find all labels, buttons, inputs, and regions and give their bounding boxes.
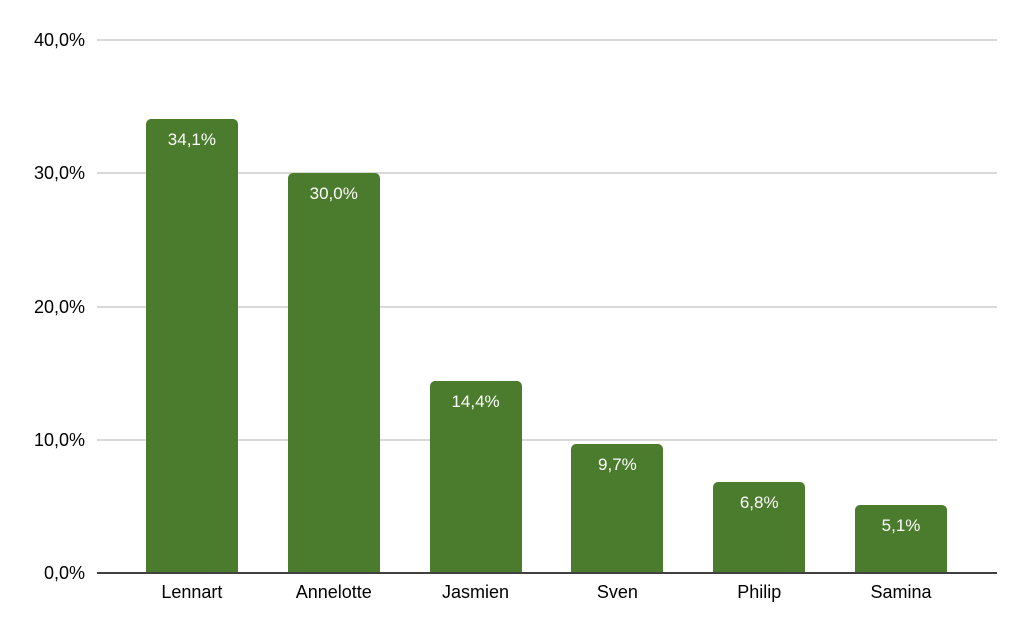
plot-area: 0,0% 10,0% 20,0% 30,0% 40,0% 34,1% Lennart 30,… — [34, 31, 997, 602]
bar: 14,4% — [429, 381, 522, 573]
bar-value-label: 6,8% — [739, 493, 779, 513]
bar-series: 34,1% Lennart 30,0% Annelotte 14,4% Jasmien 9,… — [121, 40, 972, 602]
bar: 9,7% — [571, 443, 664, 573]
bar-group: 34,1% Lennart — [121, 40, 263, 602]
y-axis-tick-label: 10,0% — [33, 429, 85, 450]
bar-group: 5,1% Samina — [830, 40, 972, 602]
bar-group: 14,4% Jasmien — [405, 40, 547, 602]
bar: 6,8% — [713, 482, 806, 573]
gridline — [97, 172, 997, 175]
bar-value-label: 5,1% — [881, 516, 921, 536]
bar-value-label: 34,1% — [167, 129, 216, 149]
bar-group: 9,7% Sven — [546, 40, 688, 602]
x-axis-label: Philip — [737, 582, 782, 602]
gridline — [97, 39, 997, 41]
bar-value-label: 9,7% — [598, 454, 637, 474]
y-axis-tick-label: 20,0% — [33, 296, 85, 317]
y-axis-tick-label: 0,0% — [43, 563, 85, 583]
y-axis-tick-label: 30,0% — [33, 163, 85, 184]
x-axis-label: Lennart — [161, 582, 223, 602]
gridline — [97, 438, 997, 441]
x-axis-label: Annelotte — [295, 582, 372, 602]
x-axis-line — [97, 572, 997, 574]
bar: 30,0% — [287, 173, 380, 573]
bar: 34,1% — [145, 118, 238, 573]
x-axis-label: Jasmien — [442, 582, 510, 602]
y-axis-tick-label: 40,0% — [33, 30, 85, 50]
bar-value-label: 14,4% — [451, 392, 500, 412]
bar-group: 6,8% Philip — [688, 40, 830, 602]
bar-value-label: 30,0% — [309, 184, 358, 204]
x-axis-label: Sven — [596, 582, 638, 602]
bar: 5,1% — [855, 505, 948, 573]
x-axis-label: Samina — [870, 582, 932, 602]
gridline — [97, 305, 997, 308]
bar-group: 30,0% Annelotte — [263, 40, 405, 602]
